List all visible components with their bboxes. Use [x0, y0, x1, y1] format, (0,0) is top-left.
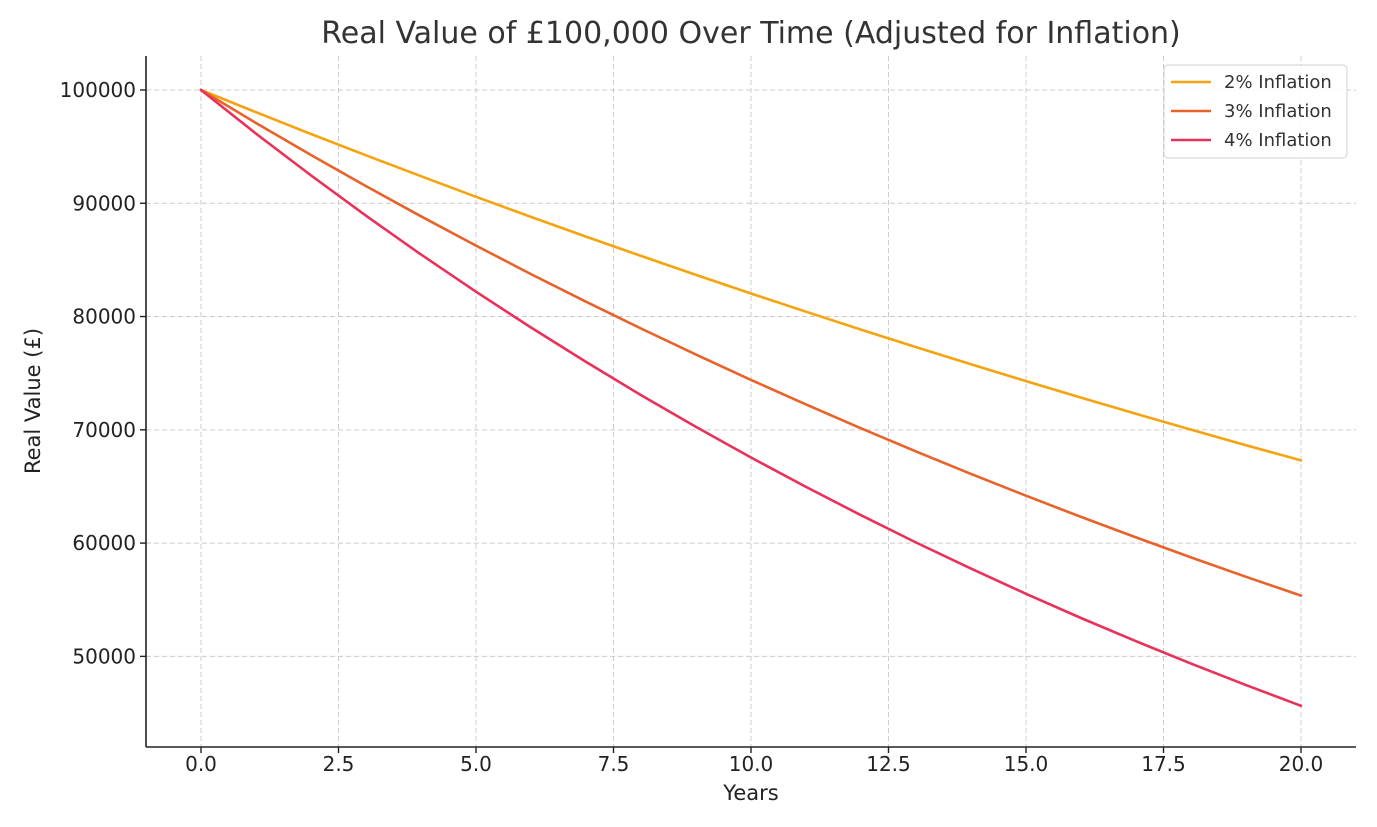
x-tick-label: 17.5	[1141, 752, 1186, 776]
x-tick-label: 7.5	[598, 752, 630, 776]
y-tick-label: 90000	[72, 191, 136, 215]
y-tick-label: 50000	[72, 644, 136, 668]
x-tick-label: 10.0	[729, 752, 774, 776]
y-tick-label: 100000	[60, 78, 136, 102]
y-tick-label: 60000	[72, 531, 136, 555]
x-tick-label: 20.0	[1279, 752, 1324, 776]
y-tick-label: 80000	[72, 305, 136, 329]
grid	[146, 56, 1356, 747]
y-axis-label: Real Value (£)	[21, 328, 45, 474]
legend-label: 4% Inflation	[1224, 130, 1332, 151]
x-tick-label: 5.0	[460, 752, 492, 776]
series-line-1	[199, 88, 1303, 462]
series-line-2	[199, 88, 1303, 597]
x-axis-label: Years	[722, 781, 778, 805]
x-tick-label: 0.0	[185, 752, 217, 776]
chart-title: Real Value of £100,000 Over Time (Adjust…	[321, 16, 1181, 51]
x-ticks: 0.0 2.5 5.0 7.5 10.0 12.5 15.0 17.5 20.0	[185, 747, 1323, 776]
legend-label: 3% Inflation	[1224, 101, 1332, 122]
legend-label: 2% Inflation	[1224, 72, 1332, 93]
series-lines	[199, 88, 1303, 708]
y-ticks: 50000 60000 70000 80000 90000 100000	[60, 78, 146, 668]
x-tick-label: 15.0	[1004, 752, 1049, 776]
y-tick-label: 70000	[72, 418, 136, 442]
series-line-3	[199, 88, 1303, 708]
x-tick-label: 12.5	[866, 752, 911, 776]
legend-frame	[1163, 64, 1348, 159]
x-tick-label: 2.5	[323, 752, 355, 776]
legend: 2% Inflation 3% Inflation 4% Inflation	[1163, 64, 1348, 159]
